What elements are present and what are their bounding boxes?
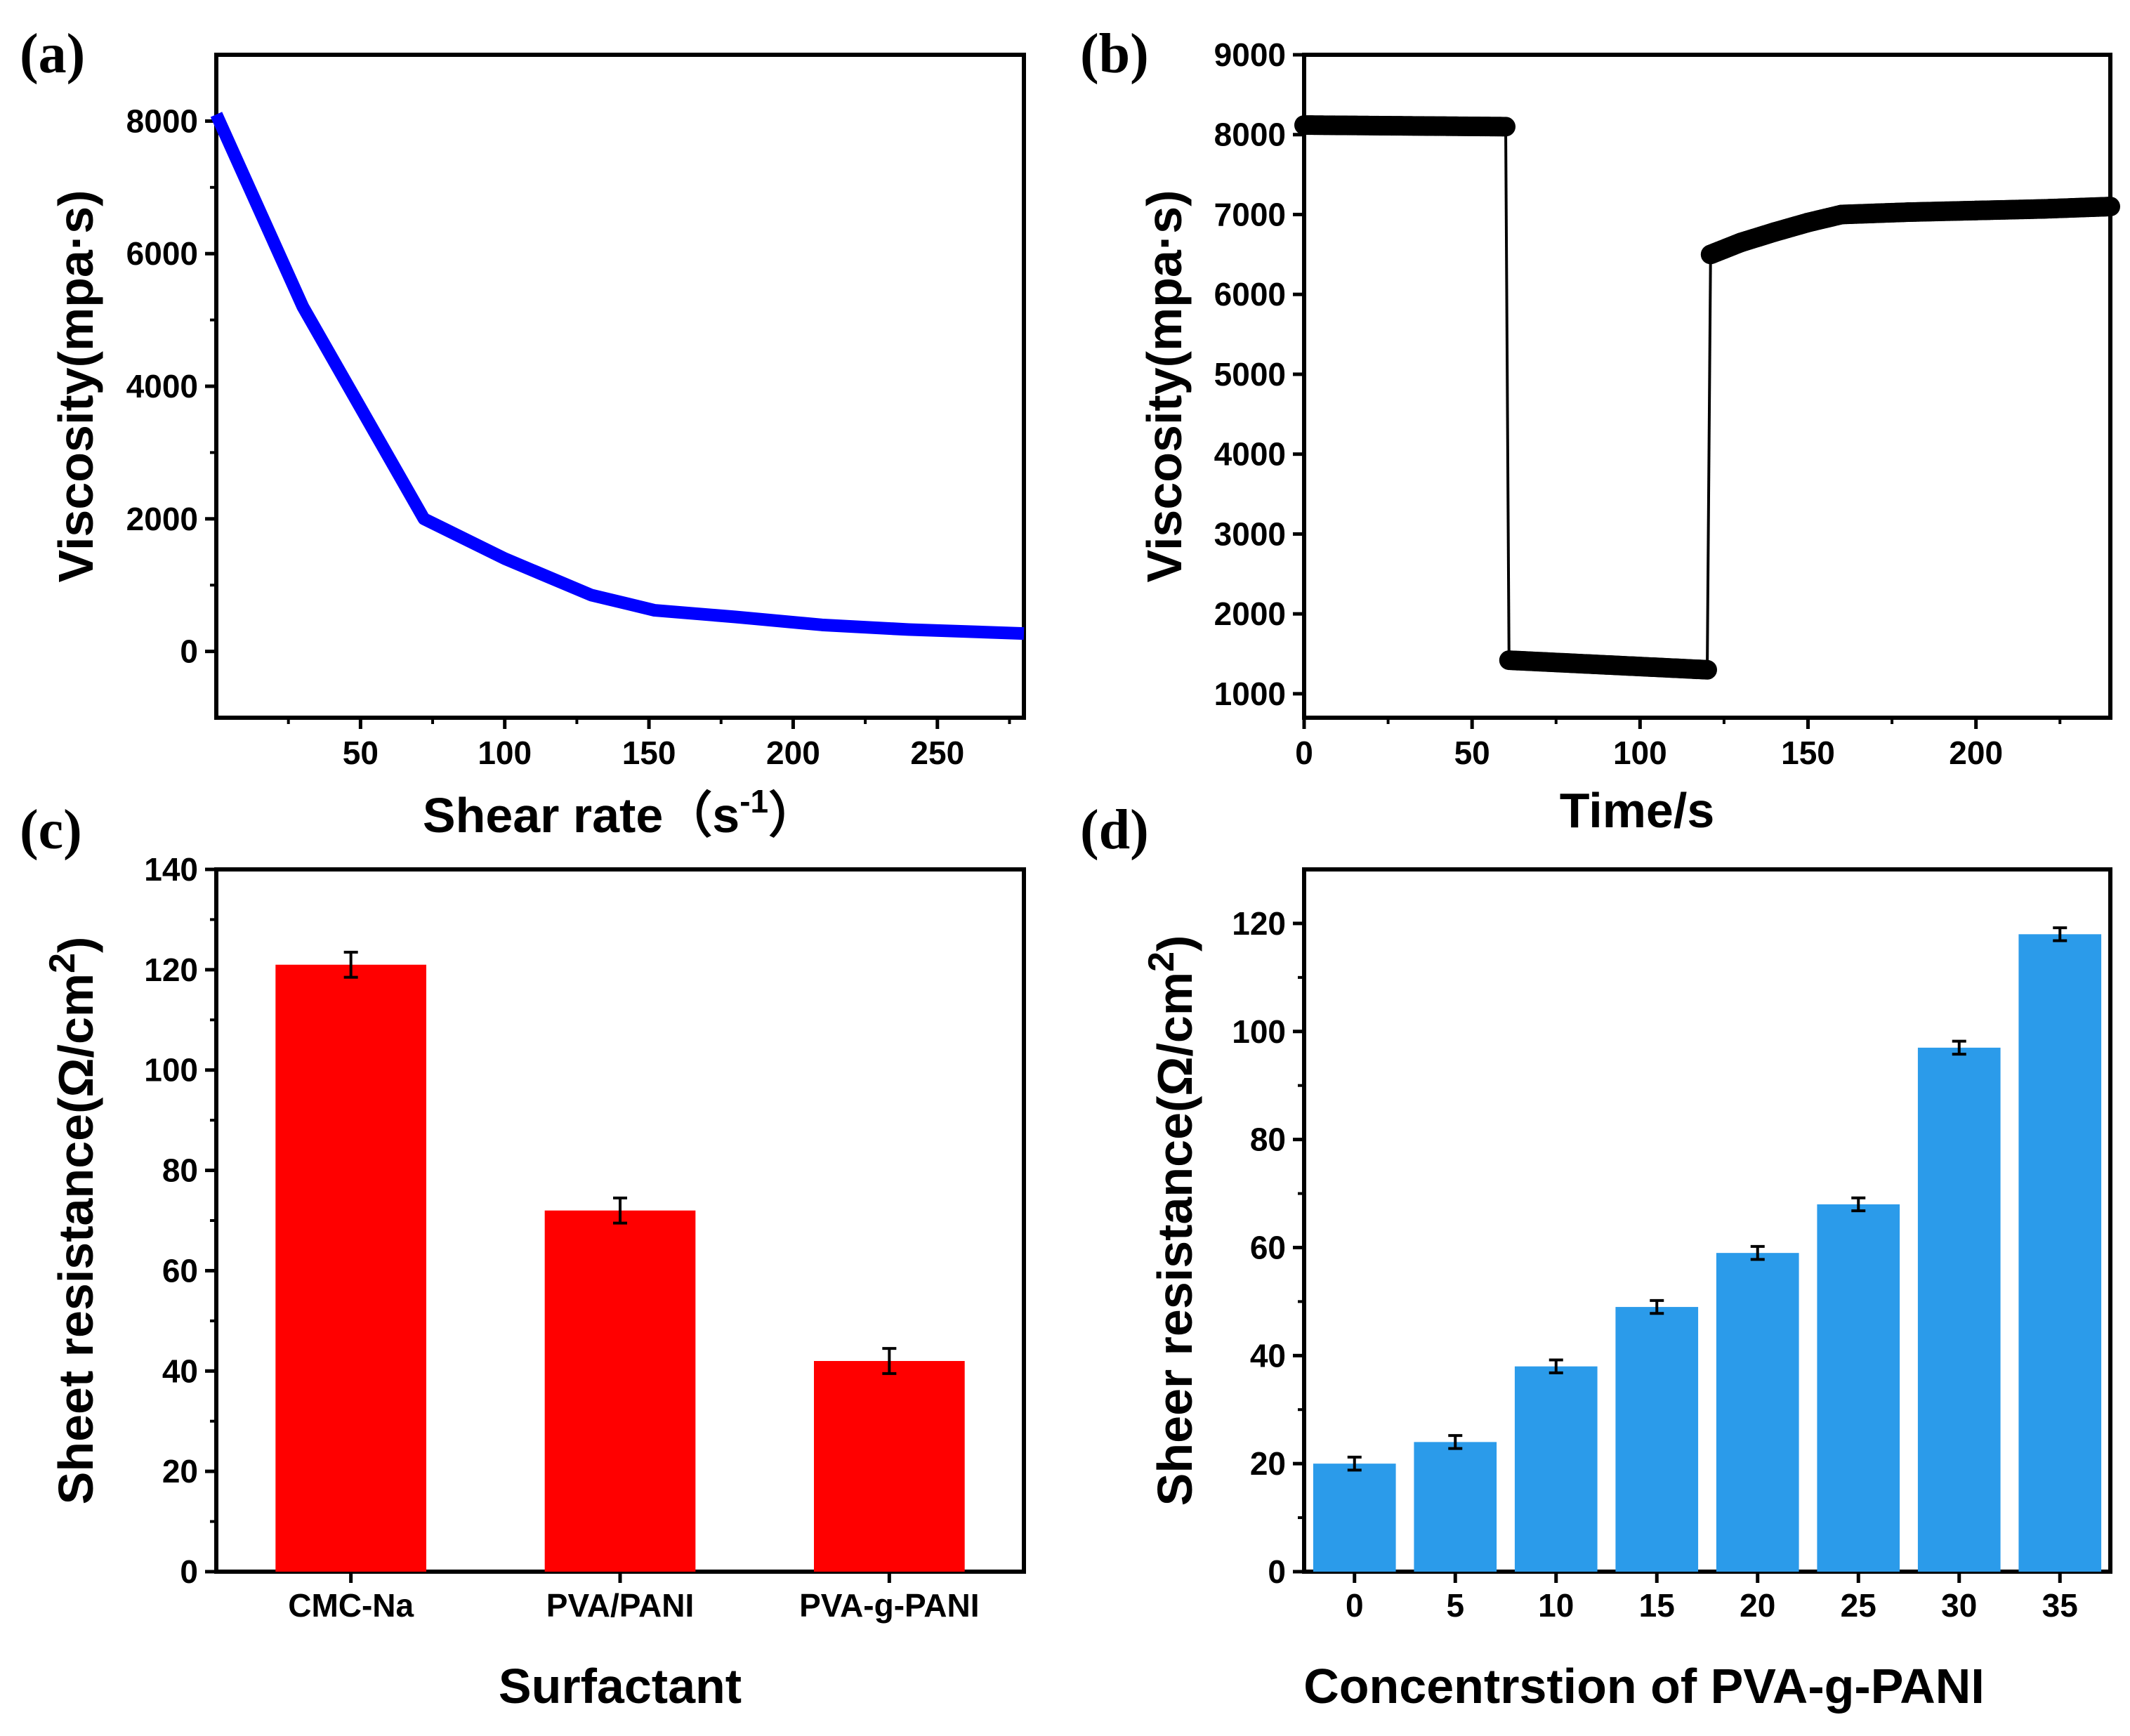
panel-a-xtick-label: 50 <box>343 735 379 771</box>
panel-c-bar <box>814 1361 965 1572</box>
panel-a-frame <box>214 53 1026 720</box>
panel-d-bar <box>1514 1366 1598 1572</box>
panel-d-xtick-label: 10 <box>1538 1587 1574 1624</box>
panel-c-sheet-resistance-by-surfactant: 0 20 40 60 80 100 120 140 CMC-Na PVA/PANI PVA-g-PA… <box>42 851 1026 1714</box>
panel-c-ytick-label: 20 <box>162 1453 198 1490</box>
panel-d-ytick-label: 120 <box>1232 905 1286 942</box>
panel-b-xtick-label: 200 <box>1949 735 2003 771</box>
panel-b-ytick-label: 7000 <box>1214 196 1286 232</box>
panel-a-ytick-label: 8000 <box>126 103 198 139</box>
panel-d-xtick-label: 15 <box>1639 1587 1675 1624</box>
panel-label-b: (b) <box>1080 23 1149 85</box>
panel-b-xtick-label: 50 <box>1454 735 1490 771</box>
panel-c-ytick-label: 40 <box>162 1353 198 1389</box>
panel-a-series-line <box>210 112 1025 640</box>
panel-d-bar <box>1414 1442 1497 1572</box>
panel-b-viscosity-vs-time: 1000 2000 3000 4000 5000 6000 7000 8000 9000 0 50 1… <box>1137 37 2120 838</box>
panel-c-xtick-label: PVA-g-PANI <box>799 1587 979 1624</box>
panel-b-ytick-label: 4000 <box>1214 436 1286 473</box>
panel-a-ytick-label: 6000 <box>126 235 198 272</box>
panel-d-bar <box>1817 1204 1900 1572</box>
panel-d-ytick-label: 20 <box>1250 1445 1286 1482</box>
panel-d-ytick-label: 40 <box>1250 1337 1286 1374</box>
panel-b-ytick-label: 6000 <box>1214 276 1286 313</box>
panel-b-ytick-label: 5000 <box>1214 356 1286 393</box>
panel-c-bar <box>544 1210 696 1572</box>
panel-d-ytick-label: 100 <box>1232 1013 1286 1050</box>
panel-d-xtick-label: 30 <box>1941 1587 1977 1624</box>
panel-d-xlabel: Concentrstion of PVA-g-PANI <box>1303 1659 1985 1714</box>
panel-a-viscosity-vs-shear-rate: 0 2000 4000 6000 8000 50 100 150 200 250 Shear rat… <box>48 53 1026 843</box>
panel-c-bar <box>275 964 426 1572</box>
panel-d-ytick-label: 80 <box>1250 1122 1286 1158</box>
panel-label-d: (d) <box>1080 799 1149 861</box>
panel-b-data-point <box>1496 117 1516 137</box>
panel-d-ylabel: Sheer resistance(Ω/cm2) <box>1141 935 1202 1506</box>
panel-d-ytick-label: 60 <box>1250 1229 1286 1265</box>
panel-c-ytick-label: 0 <box>180 1553 198 1590</box>
panel-a-ytick-label: 2000 <box>126 501 198 537</box>
panel-d-ytick-label: 0 <box>1268 1553 1286 1590</box>
panel-a-xtick-label: 200 <box>766 735 820 771</box>
panel-b-data-point <box>1697 659 1717 680</box>
panel-d-bar <box>1615 1307 1699 1572</box>
panel-c-ytick-label: 120 <box>144 952 198 988</box>
panel-b-ylabel: Viscosity(mpa·s) <box>1137 190 1192 583</box>
panel-c-ytick-label: 100 <box>144 1052 198 1089</box>
panel-b-xlabel: Time/s <box>1560 783 1715 838</box>
panel-c-xtick-label: PVA/PANI <box>546 1587 694 1624</box>
panel-b-frame <box>1302 53 2112 720</box>
panel-b-drop-line <box>1504 126 1511 661</box>
panel-d-xtick-label: 35 <box>2042 1587 2078 1624</box>
panel-d-xtick-label: 5 <box>1446 1587 1464 1624</box>
panel-d-bar <box>1716 1253 1799 1572</box>
panel-c-ylabel: Sheet resistance(Ω/cm2) <box>42 937 103 1505</box>
panel-b-ytick-label: 2000 <box>1214 596 1286 632</box>
panel-c-ytick-label: 140 <box>144 851 198 888</box>
panel-b-xtick-label: 100 <box>1613 735 1667 771</box>
panel-label-c: (c) <box>20 799 82 861</box>
panel-d-bar <box>2018 934 2102 1572</box>
panel-c-ytick-label: 60 <box>162 1252 198 1289</box>
panel-b-ytick-label: 1000 <box>1214 676 1286 712</box>
panel-b-ytick-label: 8000 <box>1214 117 1286 153</box>
panel-a-xtick-label: 100 <box>478 735 532 771</box>
panel-c-ytick-label: 80 <box>162 1152 198 1189</box>
panel-d-resistance-vs-concentration: 0 20 40 60 80 100 120 0 5 10 15 20 25 30 35 Concentrsti… <box>1141 867 2112 1714</box>
panel-d-frame <box>1302 867 2112 1574</box>
panel-b-ytick-label: 9000 <box>1214 37 1286 73</box>
panel-b-xtick-label: 0 <box>1295 735 1313 771</box>
panel-b-ytick-label: 3000 <box>1214 515 1286 552</box>
panel-b-data-point <box>2101 197 2120 217</box>
panel-a-xtick-label: 150 <box>622 735 676 771</box>
panel-d-xtick-label: 20 <box>1740 1587 1775 1624</box>
panel-b-xtick-label: 150 <box>1781 735 1835 771</box>
panel-a-xtick-label: 250 <box>910 735 964 771</box>
panel-c-xlabel: Surfactant <box>499 1659 742 1714</box>
panel-a-ylabel: Viscosity(mpa·s) <box>48 190 103 583</box>
panel-d-bar <box>1917 1047 2001 1572</box>
panel-d-xtick-label: 0 <box>1346 1587 1364 1624</box>
panel-label-a: (a) <box>20 23 85 85</box>
panel-b-rise-line <box>1706 254 1712 670</box>
panel-a-ytick-label: 4000 <box>126 368 198 405</box>
panel-a-ytick-label: 0 <box>180 633 198 670</box>
panel-c-xtick-label: CMC-Na <box>288 1587 414 1624</box>
panel-d-bar <box>1313 1464 1396 1572</box>
panel-d-xtick-label: 25 <box>1841 1587 1876 1624</box>
panel-a-xlabel: Shear rate（s-1） <box>423 783 817 843</box>
